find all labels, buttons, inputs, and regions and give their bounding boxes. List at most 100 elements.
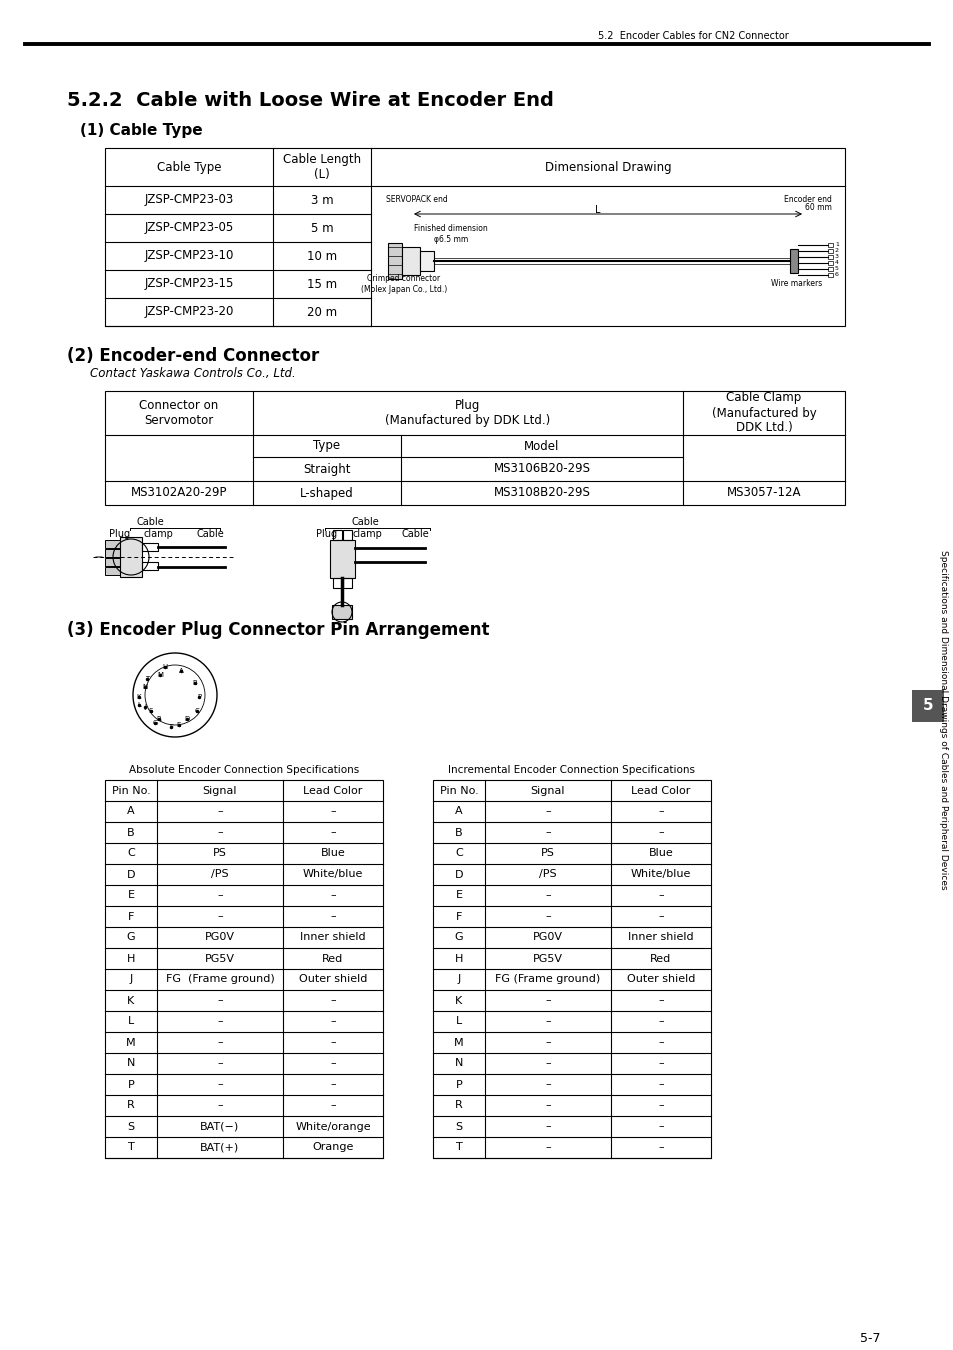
Text: –: –: [658, 1038, 663, 1048]
Text: PG5V: PG5V: [533, 953, 562, 964]
Text: FG (Frame ground): FG (Frame ground): [495, 975, 600, 984]
Text: 2: 2: [834, 248, 838, 254]
Text: SERVOPACK end: SERVOPACK end: [386, 194, 447, 204]
Text: B: B: [193, 680, 197, 686]
Text: G: G: [127, 933, 135, 942]
Text: S: S: [149, 707, 153, 714]
Text: Signal: Signal: [530, 786, 565, 795]
Text: H: H: [127, 953, 135, 964]
Text: L: L: [456, 1017, 461, 1026]
Text: F: F: [128, 911, 134, 922]
Text: –: –: [330, 891, 335, 900]
Text: J: J: [130, 975, 132, 984]
Text: Encoder end: Encoder end: [783, 194, 831, 204]
Text: Cable: Cable: [196, 529, 224, 539]
Text: Cable: Cable: [400, 529, 429, 539]
Text: –: –: [544, 1080, 550, 1089]
Text: /PS: /PS: [211, 869, 229, 879]
Text: –: –: [544, 1100, 550, 1111]
Text: –: –: [658, 1058, 663, 1068]
Text: R: R: [455, 1100, 462, 1111]
Text: Cable Length
(L): Cable Length (L): [283, 153, 360, 181]
Text: JZSP-CMP23-20: JZSP-CMP23-20: [144, 305, 233, 319]
Bar: [105, 540, 120, 548]
Text: –: –: [658, 891, 663, 900]
Bar: [105, 780, 382, 1158]
Text: –: –: [330, 828, 335, 837]
Text: Type: Type: [314, 440, 340, 452]
Text: Connector on
Servomotor: Connector on Servomotor: [139, 400, 218, 427]
Text: Blue: Blue: [648, 849, 673, 859]
Text: –: –: [544, 1058, 550, 1068]
Text: 5: 5: [922, 698, 932, 714]
Text: (3) Encoder Plug Connector Pin Arrangement: (3) Encoder Plug Connector Pin Arrangeme…: [67, 621, 489, 639]
Text: Pin No.: Pin No.: [439, 786, 477, 795]
Text: –: –: [217, 911, 223, 922]
Bar: [105, 567, 120, 575]
Bar: [333, 578, 341, 589]
Text: Contact Yaskawa Controls Co., Ltd.: Contact Yaskawa Controls Co., Ltd.: [90, 367, 295, 381]
Text: –: –: [217, 1017, 223, 1026]
Text: L: L: [595, 205, 600, 215]
Text: Signal: Signal: [203, 786, 237, 795]
Text: K: K: [136, 694, 141, 701]
Text: L-shaped: L-shaped: [300, 486, 354, 500]
Text: Plug: Plug: [110, 529, 131, 539]
Text: T: T: [456, 1142, 462, 1153]
Text: Incremental Encoder Connection Specifications: Incremental Encoder Connection Specifica…: [448, 765, 695, 775]
Text: Absolute Encoder Connection Specifications: Absolute Encoder Connection Specificatio…: [129, 765, 358, 775]
Text: –: –: [658, 1100, 663, 1111]
Text: E: E: [128, 891, 134, 900]
Text: 5 m: 5 m: [311, 221, 333, 235]
Text: T: T: [128, 1142, 134, 1153]
Text: S: S: [128, 1122, 134, 1131]
Bar: [401, 247, 419, 275]
Text: –: –: [658, 1142, 663, 1153]
Text: M: M: [454, 1038, 463, 1048]
Text: –: –: [544, 828, 550, 837]
Text: T: T: [145, 676, 149, 682]
Text: PG5V: PG5V: [205, 953, 234, 964]
Text: Lead Color: Lead Color: [303, 786, 362, 795]
Bar: [911, 690, 943, 722]
Text: 5-7: 5-7: [859, 1331, 880, 1345]
Text: /PS: /PS: [538, 869, 557, 879]
Text: A: A: [455, 806, 462, 817]
Text: –: –: [658, 995, 663, 1006]
Text: N: N: [127, 1058, 135, 1068]
Bar: [789, 248, 797, 273]
Text: –: –: [544, 1142, 550, 1153]
Text: 5.2  Encoder Cables for CN2 Connector: 5.2 Encoder Cables for CN2 Connector: [597, 31, 787, 40]
Text: –: –: [217, 1038, 223, 1048]
Bar: [105, 392, 844, 505]
Bar: [332, 605, 352, 620]
Text: (2) Encoder-end Connector: (2) Encoder-end Connector: [67, 347, 319, 364]
Text: White/blue: White/blue: [302, 869, 363, 879]
Text: Plug
(Manufactured by DDK Ltd.): Plug (Manufactured by DDK Ltd.): [385, 400, 550, 427]
Text: G: G: [455, 933, 463, 942]
Text: K: K: [128, 995, 134, 1006]
Text: –: –: [658, 1080, 663, 1089]
Text: Red: Red: [322, 953, 343, 964]
Text: PG0V: PG0V: [205, 933, 234, 942]
Bar: [142, 562, 158, 570]
Text: –: –: [330, 1080, 335, 1089]
Text: –: –: [658, 1122, 663, 1131]
Text: MS3106B20-29S: MS3106B20-29S: [493, 463, 590, 475]
Text: B: B: [455, 828, 462, 837]
Text: BAT(+): BAT(+): [200, 1142, 239, 1153]
Text: 10 m: 10 m: [307, 250, 336, 262]
Text: –: –: [330, 1017, 335, 1026]
Text: Cable: Cable: [351, 517, 378, 526]
Text: –: –: [330, 995, 335, 1006]
Text: N: N: [142, 684, 148, 690]
Text: Inner shield: Inner shield: [300, 933, 365, 942]
Text: 5: 5: [834, 266, 838, 271]
Bar: [419, 251, 434, 271]
Text: Model: Model: [524, 440, 559, 452]
Text: PS: PS: [540, 849, 555, 859]
Text: PS: PS: [213, 849, 227, 859]
Text: –: –: [330, 1058, 335, 1068]
Bar: [433, 780, 710, 1158]
Bar: [120, 537, 142, 576]
